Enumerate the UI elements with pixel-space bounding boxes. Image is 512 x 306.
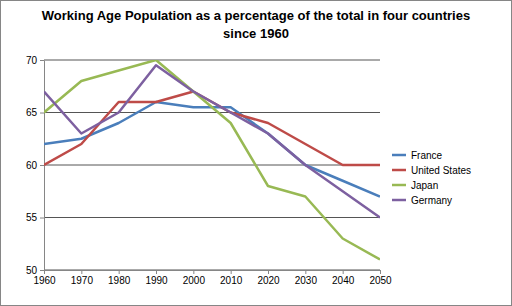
chart: Working Age Population as a percentage o… bbox=[0, 0, 512, 306]
x-tick-mark bbox=[380, 270, 381, 274]
y-tick-label: 65 bbox=[26, 107, 38, 118]
x-tick: 2010 bbox=[220, 270, 243, 286]
grid-line bbox=[44, 270, 380, 271]
legend-label: Germany bbox=[411, 195, 452, 206]
y-tick: 50 bbox=[26, 265, 44, 276]
y-tick: 65 bbox=[26, 107, 44, 118]
x-tick-mark bbox=[343, 270, 344, 274]
y-tick-label: 55 bbox=[26, 212, 38, 223]
legend-label: Japan bbox=[411, 180, 438, 191]
grid-line bbox=[44, 165, 380, 166]
y-tick: 60 bbox=[26, 160, 44, 171]
chart-frame bbox=[1, 1, 512, 306]
x-tick: 1970 bbox=[71, 270, 94, 286]
legend-swatch bbox=[392, 169, 406, 172]
x-tick: 2040 bbox=[332, 270, 355, 286]
x-tick-label: 2000 bbox=[183, 275, 206, 286]
grid bbox=[44, 60, 380, 270]
x-tick-mark bbox=[268, 270, 269, 274]
x-tick: 1960 bbox=[33, 270, 56, 286]
grid-line bbox=[44, 112, 380, 113]
x-tick: 2050 bbox=[369, 270, 392, 286]
legend-swatch bbox=[392, 184, 406, 187]
x-tick-label: 2030 bbox=[295, 275, 318, 286]
x-tick: 2030 bbox=[295, 270, 318, 286]
x-tick: 2020 bbox=[257, 270, 280, 286]
series-line bbox=[44, 65, 380, 217]
x-tick-label: 2020 bbox=[257, 275, 280, 286]
x-tick: 1990 bbox=[145, 270, 168, 286]
x-tick-label: 1960 bbox=[33, 275, 56, 286]
x-tick-label: 2010 bbox=[220, 275, 243, 286]
x-tick-mark bbox=[81, 270, 82, 274]
x-tick-label: 1980 bbox=[108, 275, 131, 286]
x-tick-label: 1970 bbox=[71, 275, 94, 286]
y-tick-label: 60 bbox=[26, 160, 38, 171]
x-tick-mark bbox=[156, 270, 157, 274]
x-axis-line bbox=[45, 270, 381, 271]
x-tick-mark bbox=[44, 270, 45, 274]
grid-line bbox=[44, 60, 380, 61]
x-tick-mark bbox=[119, 270, 120, 274]
legend-swatch bbox=[392, 199, 406, 202]
lines bbox=[44, 60, 380, 260]
x-tick: 2000 bbox=[183, 270, 206, 286]
x-tick-label: 2040 bbox=[332, 275, 355, 286]
y-tick-mark bbox=[40, 270, 44, 271]
legend-label: United States bbox=[411, 165, 471, 176]
x-tick-label: 2050 bbox=[369, 275, 392, 286]
x-tick-mark bbox=[305, 270, 306, 274]
y-tick-mark bbox=[40, 60, 44, 61]
y-tick-mark bbox=[40, 113, 44, 114]
y-tick-mark bbox=[40, 218, 44, 219]
legend-label: France bbox=[411, 150, 443, 161]
x-tick: 1980 bbox=[108, 270, 131, 286]
y-tick-label: 50 bbox=[26, 265, 38, 276]
y-axis: 50 55 60 65 70 bbox=[26, 55, 45, 276]
x-tick-label: 1990 bbox=[145, 275, 168, 286]
legend-swatch bbox=[392, 154, 406, 157]
x-tick-mark bbox=[231, 270, 232, 274]
y-tick: 70 bbox=[26, 55, 44, 66]
y-tick: 55 bbox=[26, 212, 44, 223]
y-tick-mark bbox=[40, 165, 44, 166]
y-tick-label: 70 bbox=[26, 55, 38, 66]
x-axis: 1960 1970 1980 1990 2000 2010 2020 2030 2040 2050 bbox=[33, 270, 392, 286]
legend: France United States Japan Germany bbox=[392, 150, 471, 206]
series-line bbox=[44, 60, 380, 260]
grid-line bbox=[44, 217, 380, 218]
title: Working Age Population as a percentage o… bbox=[42, 8, 470, 41]
x-tick-mark bbox=[193, 270, 194, 274]
